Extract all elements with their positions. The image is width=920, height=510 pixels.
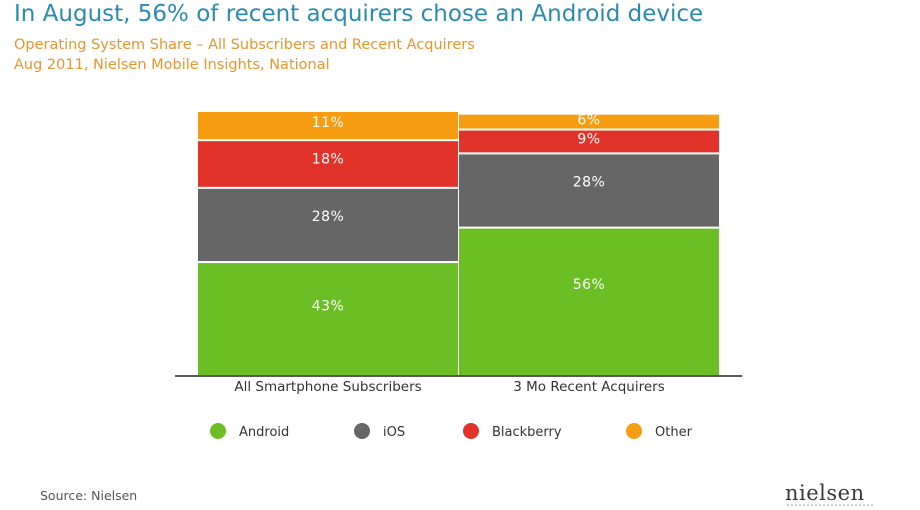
- bar-segment-blackberry-2: [459, 130, 719, 153]
- legend-label-android: Android: [239, 425, 289, 440]
- logo-text: nielsen: [785, 481, 865, 505]
- category-label-2: 3 Mo Recent Acquirers: [513, 379, 664, 395]
- category-label-1: All Smartphone Subscribers: [234, 379, 421, 395]
- bar-segment-android-1: [198, 263, 458, 375]
- bar-segment-android-2: [459, 228, 719, 375]
- data-label-android-2: 56%: [573, 277, 606, 293]
- category-labels: All Smartphone Subscribers 3 Mo Recent Ac…: [234, 379, 664, 395]
- bar-segment-other-1: [198, 112, 458, 140]
- source-note: Source: Nielsen: [40, 488, 137, 503]
- legend-swatch-blackberry: [463, 423, 479, 439]
- bars-group: 43% 28% 18% 11% 56% 28% 9% 6%: [198, 112, 719, 375]
- data-label-blackberry-1: 18%: [312, 151, 345, 167]
- bar-segment-blackberry-1: [198, 141, 458, 187]
- data-label-other-2: 6%: [577, 113, 600, 129]
- bar-segment-ios-1: [198, 188, 458, 262]
- nielsen-logo: nielsen: [785, 481, 873, 506]
- legend-swatch-ios: [354, 423, 370, 439]
- data-label-blackberry-2: 9%: [577, 132, 600, 148]
- chart-date-note: Aug 2011, Nielsen Mobile Insights, Natio…: [14, 57, 330, 73]
- legend-swatch-android: [210, 423, 226, 439]
- legend-label-other: Other: [655, 425, 693, 440]
- legend-swatch-other: [626, 423, 642, 439]
- bar-segment-ios-2: [459, 154, 719, 227]
- chart-title: In August, 56% of recent acquirers chose…: [14, 1, 703, 27]
- data-label-ios-2: 28%: [573, 175, 606, 191]
- bar-segment-other-2: [459, 114, 719, 129]
- data-label-other-1: 11%: [312, 115, 345, 131]
- data-label-android-1: 43%: [312, 298, 345, 314]
- chart-subtitle: Operating System Share – All Subscribers…: [14, 37, 475, 53]
- legend-label-ios: iOS: [383, 425, 405, 440]
- legend-label-blackberry: Blackberry: [492, 425, 562, 440]
- legend: Android iOS Blackberry Other: [210, 423, 693, 440]
- data-label-ios-1: 28%: [312, 209, 345, 225]
